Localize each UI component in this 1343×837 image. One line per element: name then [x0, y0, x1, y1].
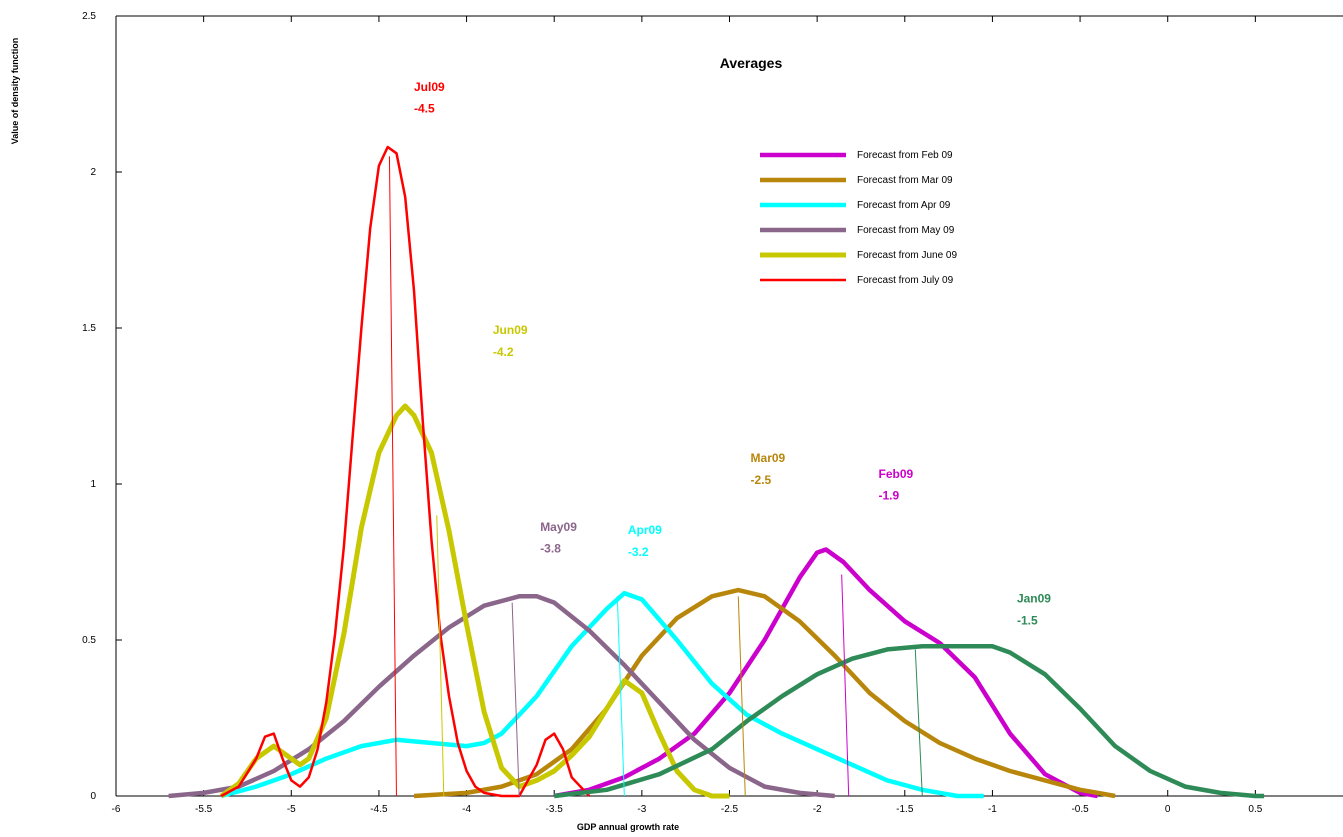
legend-label: Forecast from July 09 [857, 275, 954, 286]
chart-series [168, 145, 1265, 799]
annotation-label: Jan09 [1017, 592, 1051, 606]
y-tick-label: 2.5 [82, 11, 96, 22]
annotation-label: Jun09 [493, 323, 528, 337]
y-tick-label: 0 [90, 791, 96, 802]
annotation-value: -1.5 [1017, 613, 1038, 627]
x-tick-label: -4 [462, 804, 471, 815]
x-tick-label: -1 [988, 804, 997, 815]
annotation-value: -3.2 [628, 545, 649, 559]
x-tick-label: -5 [287, 804, 296, 815]
series-line [220, 590, 984, 799]
legend-label: Forecast from Mar 09 [857, 175, 953, 186]
mean-line [841, 574, 850, 797]
x-tick-label: -5.5 [195, 804, 213, 815]
chart-legend: Forecast from Feb 09 Forecast from Mar 09… [760, 150, 957, 286]
y-axis-title: Value of density function [10, 38, 20, 145]
annotation-label: Apr09 [628, 523, 662, 537]
annotation-label: Mar09 [751, 451, 786, 465]
chart-annotations: Jul09 -4.5 Jun09 -4.2 May09 -3.8 Apr09 -3.2 Mar0… [414, 80, 1051, 628]
mean-line [436, 515, 445, 797]
annotation-label: Feb09 [878, 467, 913, 481]
annotation-value: -4.2 [493, 345, 514, 359]
chart-ticks: -6 -5.5 -5 -4.5 -4 -3.5 -3 -2.5 -2 -1.5 -1 -0.5 0 0.5… [82, 11, 1263, 815]
annotation-label: May09 [540, 520, 577, 534]
mean-line [388, 156, 397, 797]
legend-label: Forecast from June 09 [857, 250, 957, 261]
mean-line [914, 649, 923, 797]
x-tick-label: 0 [1165, 804, 1171, 815]
annotation-value: -4.5 [414, 102, 435, 116]
mean-line [616, 596, 625, 797]
mean-line [737, 596, 746, 797]
legend-label: Forecast from Feb 09 [857, 150, 953, 161]
x-tick-label: -2.5 [721, 804, 739, 815]
x-tick-label: -3 [637, 804, 646, 815]
y-tick-label: 1 [90, 479, 96, 490]
chart-title: Averages [720, 55, 783, 71]
series-line [413, 587, 1116, 799]
series-line [220, 145, 591, 798]
annotation-value: -2.5 [751, 473, 772, 487]
x-tick-label: -0.5 [1071, 804, 1089, 815]
x-tick-label: -1.5 [896, 804, 914, 815]
annotation-value: -3.8 [540, 542, 561, 556]
x-tick-label: -6 [112, 804, 121, 815]
x-tick-label: -3.5 [546, 804, 564, 815]
x-tick-label: -2 [813, 804, 822, 815]
annotation-label: Jul09 [414, 80, 445, 94]
x-tick-label: -4.5 [370, 804, 388, 815]
y-tick-label: 1.5 [82, 323, 96, 334]
series-line [219, 403, 730, 799]
mean-line [511, 602, 520, 797]
annotation-value: -1.9 [878, 489, 899, 503]
series-line [553, 643, 1265, 799]
y-tick-label: 0.5 [82, 635, 96, 646]
y-tick-label: 2 [90, 167, 96, 178]
x-axis-title: GDP annual growth rate [577, 822, 679, 832]
chart-mean-lines [388, 156, 923, 797]
x-tick-label: 0.5 [1248, 804, 1262, 815]
chart-axes [115, 15, 1343, 797]
legend-label: Forecast from May 09 [857, 225, 955, 236]
legend-label: Forecast from Apr 09 [857, 200, 951, 211]
series-line [553, 547, 1098, 799]
